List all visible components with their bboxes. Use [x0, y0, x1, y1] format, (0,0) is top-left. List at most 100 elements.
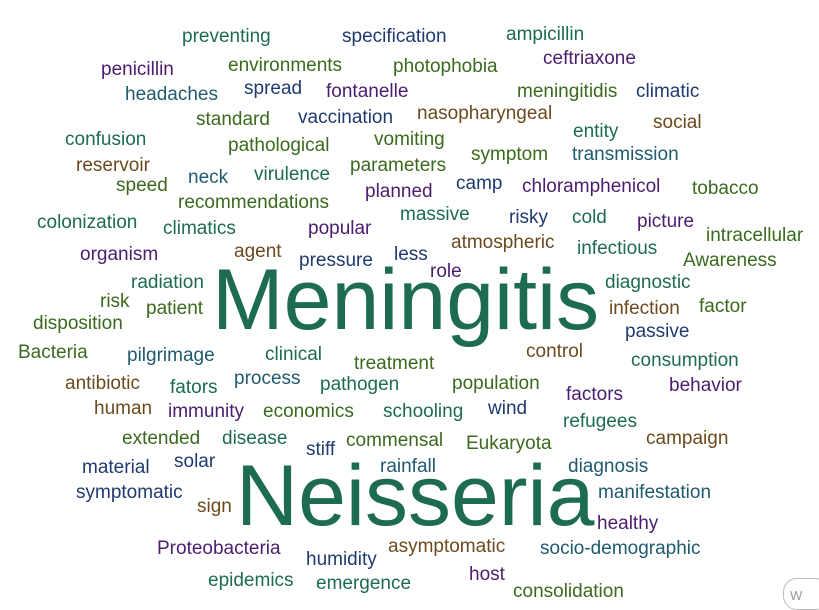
- cloud-word: fontanelle: [326, 81, 409, 102]
- cloud-word: extended: [122, 428, 201, 449]
- cloud-word: headaches: [125, 84, 218, 105]
- cloud-word: tobacco: [692, 178, 759, 199]
- cloud-word: healthy: [597, 513, 659, 534]
- cloud-word: specification: [342, 26, 447, 47]
- cloud-word: entity: [573, 121, 619, 142]
- cloud-word: material: [82, 457, 150, 478]
- cloud-word: immunity: [168, 401, 245, 422]
- cloud-word: campaign: [646, 428, 729, 449]
- cloud-word: recommendations: [178, 192, 330, 213]
- cloud-word: parameters: [350, 155, 447, 176]
- cloud-word: atmospheric: [451, 232, 555, 253]
- cloud-word: climatic: [636, 81, 700, 102]
- cloud-word: cold: [572, 207, 607, 228]
- cloud-word: schooling: [383, 401, 464, 422]
- cloud-word: preventing: [182, 26, 271, 47]
- cloud-word: emergence: [316, 573, 412, 594]
- cloud-word: treatment: [354, 353, 435, 374]
- cloud-word: climatics: [163, 218, 236, 239]
- cloud-word: pathological: [228, 135, 330, 156]
- cloud-word: population: [452, 373, 540, 394]
- cloud-word: patient: [146, 298, 204, 319]
- cloud-word: infectious: [577, 238, 658, 259]
- cloud-word: nasopharyngeal: [417, 103, 553, 124]
- cloud-word: factors: [566, 384, 624, 405]
- cloud-word: speed: [116, 175, 168, 196]
- cloud-word: organism: [80, 244, 159, 265]
- cloud-word: vaccination: [298, 107, 394, 128]
- cloud-word: control: [526, 341, 584, 362]
- cloud-word: planned: [365, 181, 433, 202]
- cloud-word: host: [469, 564, 505, 585]
- cloud-word: stiff: [306, 439, 336, 460]
- cloud-word: humidity: [306, 549, 377, 570]
- cloud-word: pilgrimage: [127, 345, 215, 366]
- cloud-word: penicillin: [101, 59, 174, 80]
- cloud-word: environments: [228, 55, 343, 76]
- cloud-word: antibiotic: [65, 373, 140, 394]
- cloud-word: consumption: [631, 350, 739, 371]
- cloud-word: passive: [625, 321, 690, 342]
- cloud-word: Bacteria: [18, 342, 88, 363]
- cloud-word: photophobia: [393, 56, 498, 77]
- cloud-word: less: [394, 244, 428, 265]
- cloud-word: manifestation: [598, 482, 712, 503]
- cloud-word: confusion: [65, 129, 147, 150]
- cloud-word: massive: [400, 204, 470, 225]
- cloud-word: Awareness: [683, 250, 777, 271]
- cloud-word: ceftriaxone: [543, 48, 636, 69]
- cloud-word: solar: [174, 451, 216, 472]
- cloud-word: reservoir: [76, 155, 150, 176]
- cloud-word: diagnostic: [605, 272, 691, 293]
- cloud-word: Proteobacteria: [157, 538, 281, 559]
- cloud-word: infection: [609, 298, 680, 319]
- cloud-word: commensal: [346, 430, 444, 451]
- cloud-word: process: [234, 368, 301, 389]
- cloud-word: human: [94, 398, 153, 419]
- cloud-word: picture: [637, 211, 695, 232]
- cloud-word: vomiting: [374, 129, 445, 150]
- cloud-word: ampicillin: [506, 24, 585, 45]
- cloud-word: diagnosis: [568, 456, 649, 477]
- cloud-word: symptomatic: [76, 482, 183, 503]
- cloud-word: asymptomatic: [388, 536, 506, 557]
- cloud-word: refugees: [563, 411, 637, 432]
- cloud-word: Eukaryota: [466, 433, 552, 454]
- cloud-word: role: [430, 261, 462, 282]
- cloud-word: clinical: [265, 344, 323, 365]
- watermark-badge: W: [783, 578, 819, 610]
- cloud-word: Meningitis: [212, 252, 600, 348]
- cloud-word: symptom: [471, 144, 549, 165]
- cloud-word: pressure: [299, 250, 373, 271]
- cloud-word: behavior: [669, 375, 742, 396]
- cloud-word: meningitidis: [517, 81, 618, 102]
- cloud-word: economics: [263, 401, 354, 422]
- cloud-word: risky: [509, 207, 549, 228]
- cloud-word: disease: [222, 428, 288, 449]
- cloud-word: camp: [456, 173, 503, 194]
- cloud-word: popular: [308, 218, 372, 239]
- cloud-word: virulence: [254, 164, 331, 185]
- cloud-word: sign: [197, 496, 232, 517]
- cloud-word: wind: [488, 398, 528, 419]
- cloud-word: agent: [234, 241, 282, 262]
- cloud-word: disposition: [33, 313, 123, 334]
- cloud-word: rainfall: [380, 456, 436, 477]
- cloud-word: risk: [100, 291, 130, 312]
- cloud-word: colonization: [37, 212, 138, 233]
- cloud-word: fators: [170, 377, 218, 398]
- cloud-word: consolidation: [513, 581, 624, 602]
- cloud-word: standard: [196, 109, 270, 130]
- cloud-word: chloramphenicol: [522, 176, 661, 197]
- cloud-word: Neisseria: [236, 448, 595, 544]
- cloud-word: socio-demographic: [540, 538, 701, 559]
- cloud-word: radiation: [131, 272, 204, 293]
- cloud-word: factor: [699, 296, 747, 317]
- cloud-word: neck: [188, 167, 229, 188]
- cloud-word: intracellular: [706, 225, 804, 246]
- cloud-word: spread: [244, 78, 303, 99]
- cloud-word: epidemics: [208, 570, 294, 591]
- cloud-word: social: [653, 112, 702, 133]
- cloud-word: transmission: [572, 144, 679, 165]
